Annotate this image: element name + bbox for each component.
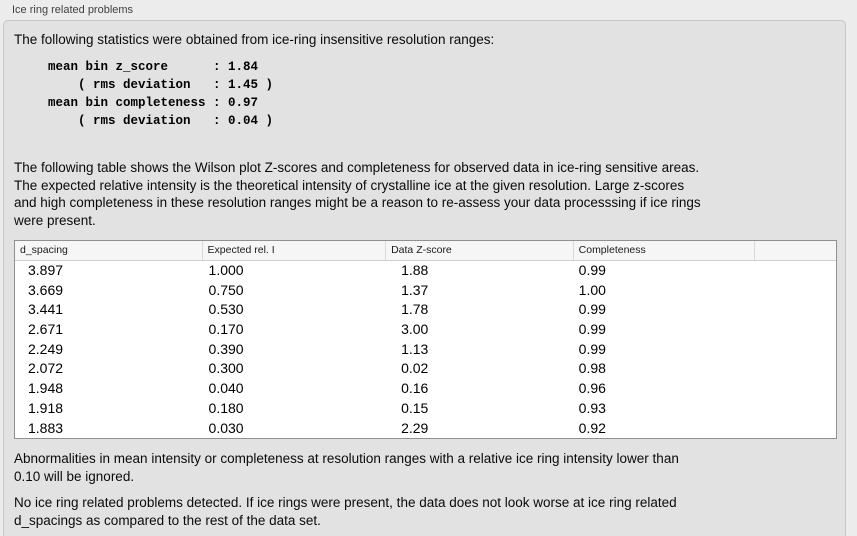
table-cell: 0.390 [208, 340, 244, 357]
table-row[interactable]: 1.883 0.030 2.29 0.92 [15, 418, 836, 439]
table-cell: 0.530 [208, 301, 244, 318]
table-cell [755, 379, 836, 399]
table-cell: 0.300 [208, 360, 244, 377]
table-cell: 0.02 [401, 360, 429, 377]
table-row[interactable]: 2.671 0.170 3.00 0.99 [15, 320, 836, 340]
table-cell: 1.37 [401, 281, 429, 298]
stats-intro-text: The following statistics were obtained f… [14, 32, 495, 47]
table-row[interactable]: 2.249 0.390 1.13 0.99 [15, 339, 836, 360]
groupbox-title: Ice ring related problems [12, 4, 134, 16]
table-cell [755, 261, 836, 281]
table-cell: 1.00 [578, 281, 606, 298]
table-cell: 3.669 [28, 281, 64, 298]
column-header-d-spacing[interactable]: d_spacing [15, 241, 203, 260]
table-cell [755, 419, 836, 439]
table-row[interactable]: 1.918 0.180 0.15 0.93 [15, 398, 836, 419]
table-cell: 1.88 [401, 262, 429, 278]
table-cell: 0.15 [401, 399, 429, 416]
table-cell: 1.918 [28, 399, 64, 416]
table-cell [755, 359, 836, 379]
table-intro-text: The following table shows the Wilson plo… [14, 160, 701, 228]
column-header-expected-rel-i[interactable]: Expected rel. I [203, 241, 387, 260]
table-cell: 0.93 [578, 399, 606, 416]
table-cell: 0.99 [578, 321, 606, 338]
table-cell: 2.072 [28, 360, 64, 377]
table-cell: 0.99 [578, 340, 606, 357]
result-summary-text: No ice ring related problems detected. I… [14, 495, 677, 528]
table-cell [755, 340, 836, 360]
stats-values-block: mean bin z_score : 1.84 ( rms deviation … [48, 60, 274, 128]
column-header-empty[interactable] [755, 241, 836, 260]
table-cell: 0.99 [578, 262, 606, 278]
ice-ring-table: d_spacing Expected rel. I Data Z-score C… [14, 240, 837, 440]
table-cell [755, 399, 836, 419]
table-cell: 0.170 [208, 321, 244, 338]
table-cell: 3.897 [28, 262, 64, 278]
table-cell: 0.98 [578, 360, 606, 377]
table-row[interactable]: 3.897 1.000 1.88 0.99 [15, 261, 836, 281]
table-cell [755, 300, 836, 320]
table-cell: 0.040 [208, 380, 244, 397]
table-row[interactable]: 3.441 0.530 1.78 0.99 [15, 300, 836, 321]
table-cell: 3.441 [28, 301, 64, 318]
table-cell: 2.29 [401, 419, 429, 436]
table-cell: 1.78 [401, 301, 429, 318]
table-row[interactable]: 3.669 0.750 1.37 1.00 [15, 280, 836, 301]
table-header-row: d_spacing Expected rel. I Data Z-score C… [15, 241, 836, 261]
column-header-data-z-score[interactable]: Data Z-score [386, 241, 574, 260]
table-cell: 2.671 [28, 321, 64, 338]
table-row[interactable]: 1.948 0.040 0.16 0.96 [15, 379, 836, 399]
table-cell: 1.948 [28, 380, 64, 397]
ice-ring-table-body: 3.897 1.000 1.88 0.99 3.669 0.750 1.37 1.00 3.44… [15, 261, 836, 439]
column-header-completeness[interactable]: Completeness [574, 241, 756, 260]
table-cell: 0.180 [208, 399, 244, 416]
table-cell: 0.92 [578, 419, 606, 436]
table-cell: 0.750 [208, 281, 244, 298]
table-cell [755, 281, 836, 301]
table-cell: 1.883 [28, 419, 64, 436]
table-cell: 0.96 [578, 380, 606, 397]
ignore-threshold-note: Abnormalities in mean intensity or compl… [14, 451, 679, 484]
ice-ring-panel: The following statistics were obtained f… [3, 20, 846, 536]
table-cell: 3.00 [401, 321, 429, 338]
table-cell: 0.030 [208, 419, 244, 436]
table-cell [755, 320, 836, 340]
table-cell: 2.249 [28, 340, 64, 357]
table-row[interactable]: 2.072 0.300 0.02 0.98 [15, 359, 836, 380]
table-cell: 0.99 [578, 301, 606, 318]
table-cell: 1.13 [401, 340, 429, 357]
table-cell: 0.16 [401, 380, 429, 397]
table-cell: 1.000 [208, 262, 244, 278]
